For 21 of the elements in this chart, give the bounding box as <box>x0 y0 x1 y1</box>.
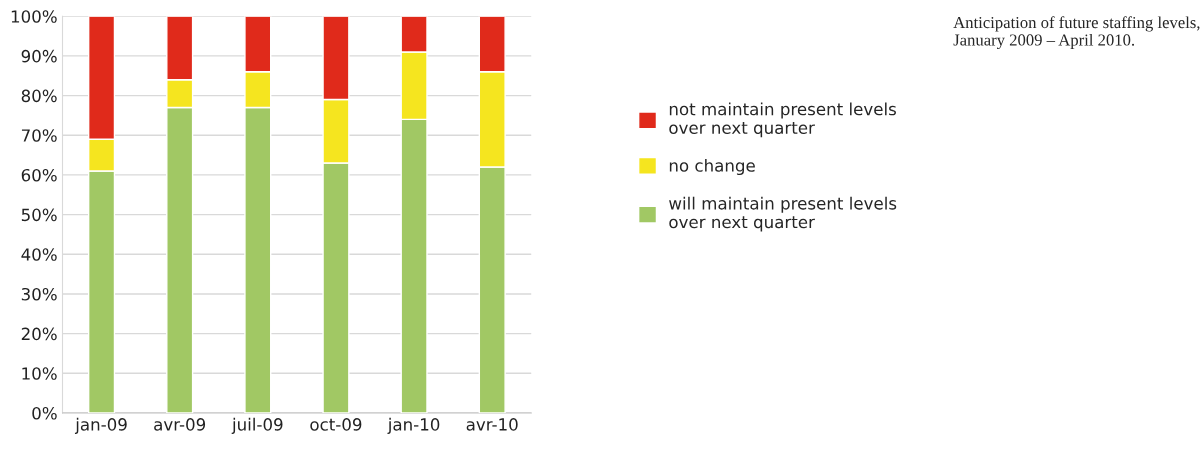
y-tick-label: 0% <box>32 406 57 420</box>
x-tick-label: juil-09 <box>231 417 283 434</box>
legend-label: will maintain present levels over next quarter <box>669 196 897 232</box>
x-tick-label: avr-09 <box>154 418 206 431</box>
legend-label: not maintain present levels over next quarter <box>669 102 896 138</box>
y-tick-label: 70% <box>21 129 57 142</box>
y-tick-label: 30% <box>21 287 57 301</box>
y-tick-label: 20% <box>21 327 57 341</box>
y-tick-label: 60% <box>21 168 57 182</box>
y-tick-label: 50% <box>21 208 57 222</box>
y-tick-label: 10% <box>22 367 57 380</box>
x-tick-label: avr-10 <box>466 418 518 431</box>
y-tick-label: 100% <box>11 10 57 23</box>
legend-label: no change <box>669 158 755 176</box>
y-tick-label: 80% <box>21 89 57 103</box>
y-tick-label: 40% <box>21 248 57 261</box>
y-tick-label: 90% <box>21 49 57 63</box>
text: Anticipation of future staffing levels, January 2009 – April 2010. <box>953 16 1200 50</box>
x-tick-label: jan-09 <box>74 417 127 434</box>
x-tick-label: oct-09 <box>310 418 362 431</box>
x-tick-label: jan-10 <box>387 417 440 434</box>
